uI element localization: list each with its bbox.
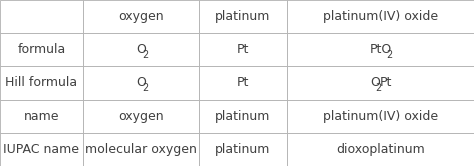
Bar	[0, 133, 83, 166]
Bar	[199, 0, 287, 33]
Text: dioxoplatinum: dioxoplatinum	[336, 143, 425, 156]
Bar	[287, 0, 474, 33]
Text: molecular oxygen: molecular oxygen	[85, 143, 197, 156]
Text: oxygen: oxygen	[118, 10, 164, 23]
Text: Pt: Pt	[380, 77, 392, 89]
Text: name: name	[24, 110, 59, 123]
Bar	[0, 33, 83, 66]
Text: 2: 2	[142, 50, 148, 60]
Text: platinum(IV) oxide: platinum(IV) oxide	[323, 10, 438, 23]
Text: formula: formula	[18, 43, 65, 56]
Text: Pt: Pt	[237, 77, 249, 89]
Text: platinum: platinum	[215, 10, 271, 23]
Text: Hill formula: Hill formula	[5, 77, 78, 89]
Text: platinum: platinum	[215, 143, 271, 156]
Bar	[287, 100, 474, 133]
Bar	[83, 133, 199, 166]
Bar	[199, 33, 287, 66]
Bar	[199, 66, 287, 100]
Bar	[83, 33, 199, 66]
Bar	[83, 0, 199, 33]
Text: 2: 2	[142, 83, 148, 93]
Bar	[287, 133, 474, 166]
Text: O: O	[136, 43, 146, 56]
Text: Pt: Pt	[237, 43, 249, 56]
Text: oxygen: oxygen	[118, 110, 164, 123]
Text: O: O	[136, 77, 146, 89]
Bar	[287, 33, 474, 66]
Text: IUPAC name: IUPAC name	[3, 143, 80, 156]
Bar	[83, 100, 199, 133]
Bar	[83, 66, 199, 100]
Bar	[199, 100, 287, 133]
Bar	[0, 100, 83, 133]
Bar	[0, 0, 83, 33]
Text: 2: 2	[375, 83, 382, 93]
Text: platinum(IV) oxide: platinum(IV) oxide	[323, 110, 438, 123]
Text: 2: 2	[387, 50, 393, 60]
Bar	[287, 66, 474, 100]
Text: PtO: PtO	[370, 43, 392, 56]
Text: O: O	[370, 77, 380, 89]
Bar	[199, 133, 287, 166]
Bar	[0, 66, 83, 100]
Text: platinum: platinum	[215, 110, 271, 123]
